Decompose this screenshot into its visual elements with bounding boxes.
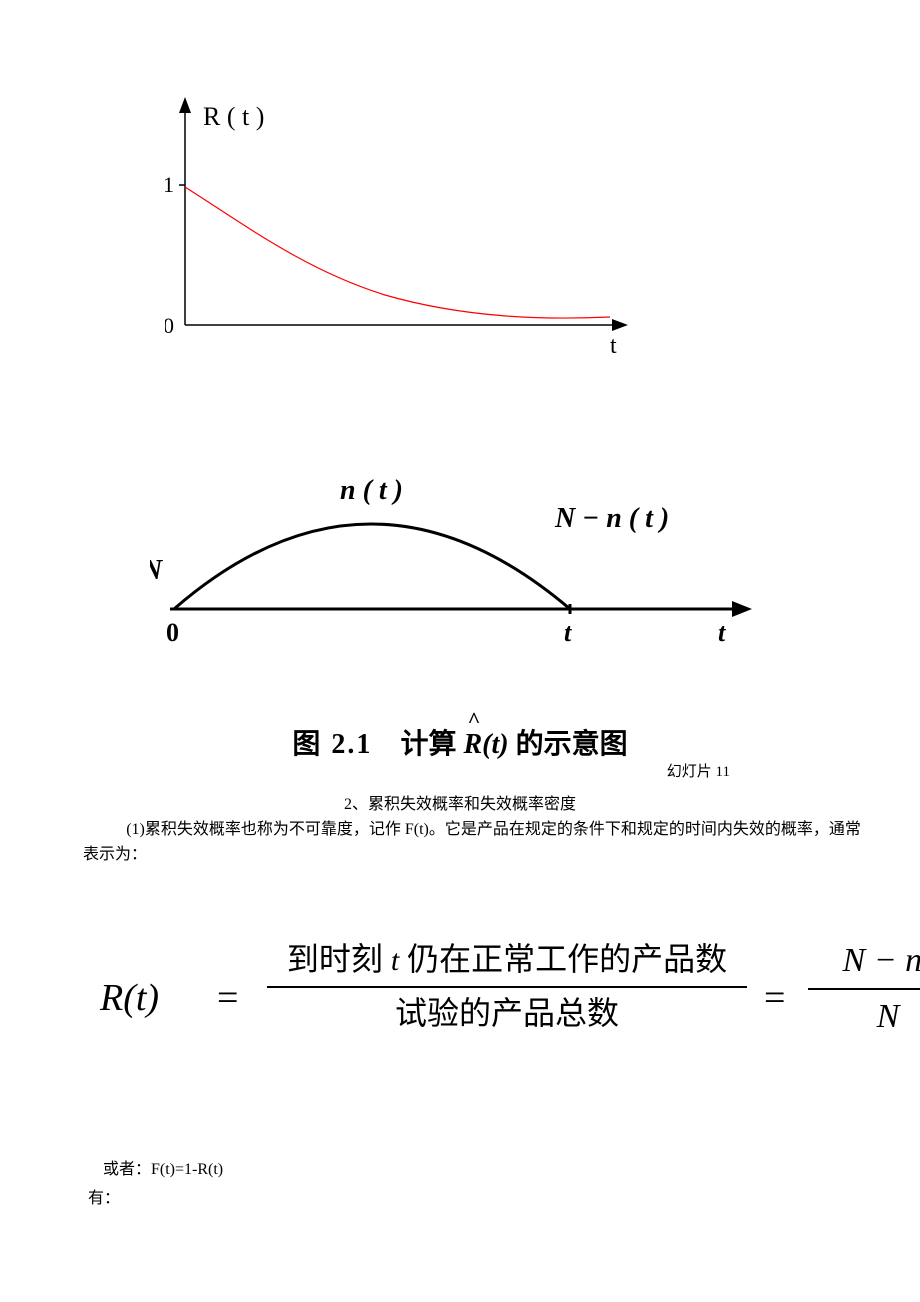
- have-line: 有：: [88, 1184, 120, 1208]
- reliability-curve-chart: R ( t ) 1 0 t: [165, 95, 645, 385]
- svg-text:R ( t ): R ( t ): [203, 102, 264, 131]
- svg-text:0: 0: [166, 618, 179, 647]
- ytick-0: 0: [165, 313, 174, 338]
- or-line: 或者：F(t)=1-R(t): [103, 1155, 223, 1179]
- section-title: 2、累积失效概率和失效概率密度: [0, 790, 920, 814]
- svg-text:t: t: [564, 618, 572, 647]
- figure-caption: 图 2.1 计算 R(t) 的示意图 幻灯片 11: [0, 722, 920, 762]
- svg-text:N − n ( t ): N − n ( t ): [554, 503, 669, 534]
- svg-text:n ( t ): n ( t ): [340, 475, 403, 506]
- svg-text:N: N: [150, 555, 164, 586]
- reliability-formula: R(t) = 到时刻 t 仍在正常工作的产品数 试验的产品总数 = N − n(…: [0, 928, 920, 1078]
- figure-number: 图 2.1: [292, 729, 372, 760]
- caption-Rt: R(t): [463, 729, 508, 760]
- formula-lhs: R(t): [100, 976, 159, 1020]
- formula-fraction-text: 到时刻 t 仍在正常工作的产品数 试验的产品总数: [267, 938, 747, 1035]
- svg-text:t: t: [718, 618, 726, 647]
- paragraph-body: (1)累积失效概率也称为不可靠度，记作 F(t)。它是产品在规定的条件下和规定的…: [83, 818, 873, 868]
- ytick-1: 1: [165, 172, 174, 197]
- slide-number: 幻灯片 11: [667, 760, 730, 781]
- formula-fraction-symbolic: N − n( N: [808, 938, 920, 1040]
- sample-arc-diagram: N n ( t ) N − n ( t ) 0 t t: [150, 459, 770, 669]
- x-axis-label: t: [610, 333, 617, 359]
